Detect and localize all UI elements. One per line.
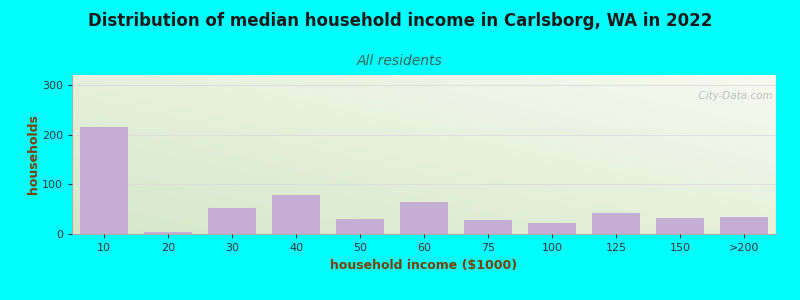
Bar: [144, 232, 192, 234]
Text: All residents: All residents: [357, 54, 443, 68]
Bar: [336, 219, 384, 234]
Bar: [656, 218, 704, 234]
Bar: [464, 220, 512, 234]
Text: Distribution of median household income in Carlsborg, WA in 2022: Distribution of median household income …: [88, 12, 712, 30]
Text: City-Data.com: City-Data.com: [691, 91, 772, 101]
Bar: [400, 202, 448, 234]
Bar: [80, 127, 128, 234]
Bar: [592, 213, 640, 234]
Bar: [208, 208, 256, 234]
Bar: [272, 195, 320, 234]
X-axis label: household income ($1000): household income ($1000): [330, 259, 518, 272]
Bar: [528, 223, 576, 234]
Bar: [720, 217, 768, 234]
Y-axis label: households: households: [27, 115, 41, 194]
